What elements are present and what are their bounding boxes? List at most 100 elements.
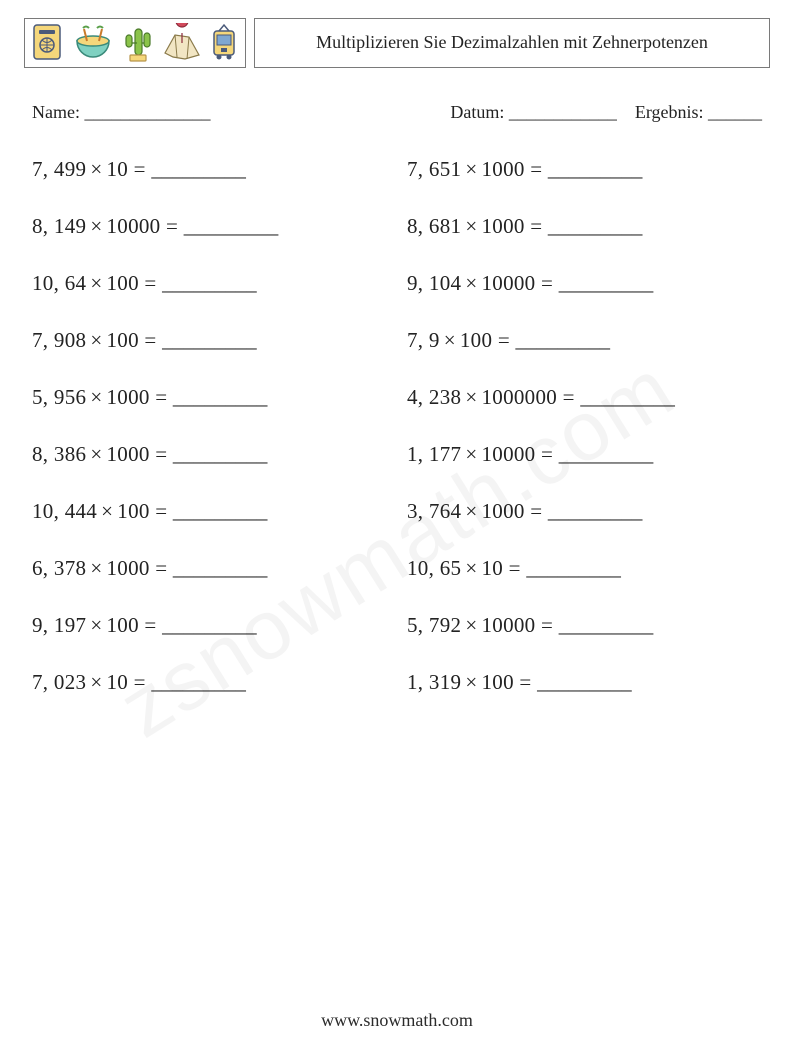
operand-b: 1000000 — [481, 385, 557, 409]
icon-box — [24, 18, 246, 68]
operand-a: 3, 764 — [407, 499, 461, 523]
answer-blank: _________ — [580, 385, 675, 409]
operand-b: 10 — [481, 556, 503, 580]
tram-icon — [209, 23, 239, 63]
equals: = — [150, 499, 173, 523]
operand-a: 7, 9 — [407, 328, 440, 352]
operand-b: 100 — [106, 613, 138, 637]
operand-a: 7, 499 — [32, 157, 86, 181]
operand-a: 5, 792 — [407, 613, 461, 637]
multiply-symbol: × — [86, 214, 106, 238]
problem-item: 8, 386×1000 = _________ — [32, 442, 387, 467]
equals: = — [535, 271, 558, 295]
name-label: Name: — [32, 102, 80, 122]
problem-item: 7, 023×10 = _________ — [32, 670, 387, 695]
equals: = — [525, 157, 548, 181]
answer-blank: _________ — [559, 271, 654, 295]
date-blank: ____________ — [509, 102, 617, 122]
answer-blank: _________ — [173, 442, 268, 466]
answer-blank: _________ — [151, 157, 246, 181]
operand-a: 9, 104 — [407, 271, 461, 295]
problem-item: 8, 149×10000 = _________ — [32, 214, 387, 239]
operand-a: 4, 238 — [407, 385, 461, 409]
problem-item: 8, 681×1000 = _________ — [407, 214, 762, 239]
date-label: Datum: — [450, 102, 504, 122]
equals: = — [128, 670, 151, 694]
multiply-symbol: × — [461, 499, 481, 523]
problem-item: 7, 9×100 = _________ — [407, 328, 762, 353]
operand-a: 7, 908 — [32, 328, 86, 352]
footer-url: www.snowmath.com — [0, 1010, 794, 1031]
operand-b: 10000 — [481, 613, 535, 637]
operand-a: 1, 177 — [407, 442, 461, 466]
operand-b: 1000 — [106, 442, 149, 466]
problem-item: 3, 764×1000 = _________ — [407, 499, 762, 524]
operand-a: 10, 64 — [32, 271, 86, 295]
answer-blank: _________ — [184, 214, 279, 238]
problem-item: 1, 319×100 = _________ — [407, 670, 762, 695]
operand-a: 1, 319 — [407, 670, 461, 694]
equals: = — [150, 442, 173, 466]
multiply-symbol: × — [461, 442, 481, 466]
operand-b: 100 — [460, 328, 492, 352]
operand-b: 100 — [117, 499, 149, 523]
answer-blank: _________ — [173, 556, 268, 580]
operand-a: 8, 149 — [32, 214, 86, 238]
multiply-symbol: × — [440, 328, 460, 352]
answer-blank: _________ — [559, 613, 654, 637]
problem-item: 5, 792×10000 = _________ — [407, 613, 762, 638]
date-field: Datum: ____________ — [450, 102, 617, 123]
operand-b: 1000 — [106, 385, 149, 409]
equals: = — [139, 613, 162, 637]
equals: = — [514, 670, 537, 694]
multiply-symbol: × — [86, 385, 106, 409]
map-pin-icon — [163, 23, 201, 63]
equals: = — [557, 385, 580, 409]
equals: = — [139, 328, 162, 352]
operand-b: 10 — [106, 670, 128, 694]
operand-b: 10000 — [481, 442, 535, 466]
multiply-symbol: × — [86, 670, 106, 694]
problem-item: 10, 64×100 = _________ — [32, 271, 387, 296]
operand-b: 1000 — [481, 499, 524, 523]
operand-b: 1000 — [481, 157, 524, 181]
operand-a: 9, 197 — [32, 613, 86, 637]
multiply-symbol: × — [461, 613, 481, 637]
operand-a: 10, 65 — [407, 556, 461, 580]
answer-blank: _________ — [516, 328, 611, 352]
equals: = — [503, 556, 526, 580]
operand-b: 1000 — [481, 214, 524, 238]
meta-row: Name: ______________ Datum: ____________… — [24, 102, 770, 123]
problem-item: 9, 197×100 = _________ — [32, 613, 387, 638]
operand-a: 7, 023 — [32, 670, 86, 694]
problem-item: 10, 65×10 = _________ — [407, 556, 762, 581]
operand-b: 10 — [106, 157, 128, 181]
equals: = — [150, 385, 173, 409]
multiply-symbol: × — [86, 328, 106, 352]
operand-a: 10, 444 — [32, 499, 97, 523]
equals: = — [535, 613, 558, 637]
answer-blank: _________ — [548, 499, 643, 523]
equals: = — [525, 214, 548, 238]
multiply-symbol: × — [461, 271, 481, 295]
multiply-symbol: × — [461, 214, 481, 238]
problem-item: 1, 177×10000 = _________ — [407, 442, 762, 467]
score-blank: ______ — [708, 102, 762, 122]
answer-blank: _________ — [559, 442, 654, 466]
operand-b: 1000 — [106, 556, 149, 580]
answer-blank: _________ — [548, 157, 643, 181]
score-field: Ergebnis: ______ — [635, 102, 762, 123]
operand-b: 100 — [106, 271, 138, 295]
name-blank: ______________ — [84, 102, 210, 122]
score-label: Ergebnis: — [635, 102, 704, 122]
equals: = — [150, 556, 173, 580]
multiply-symbol: × — [461, 556, 481, 580]
multiply-symbol: × — [86, 556, 106, 580]
equals: = — [139, 271, 162, 295]
title-text: Multiplizieren Sie Dezimalzahlen mit Zeh… — [316, 32, 708, 54]
answer-blank: _________ — [162, 328, 257, 352]
multiply-symbol: × — [461, 157, 481, 181]
problem-item: 6, 378×1000 = _________ — [32, 556, 387, 581]
answer-blank: _________ — [151, 670, 246, 694]
operand-a: 5, 956 — [32, 385, 86, 409]
